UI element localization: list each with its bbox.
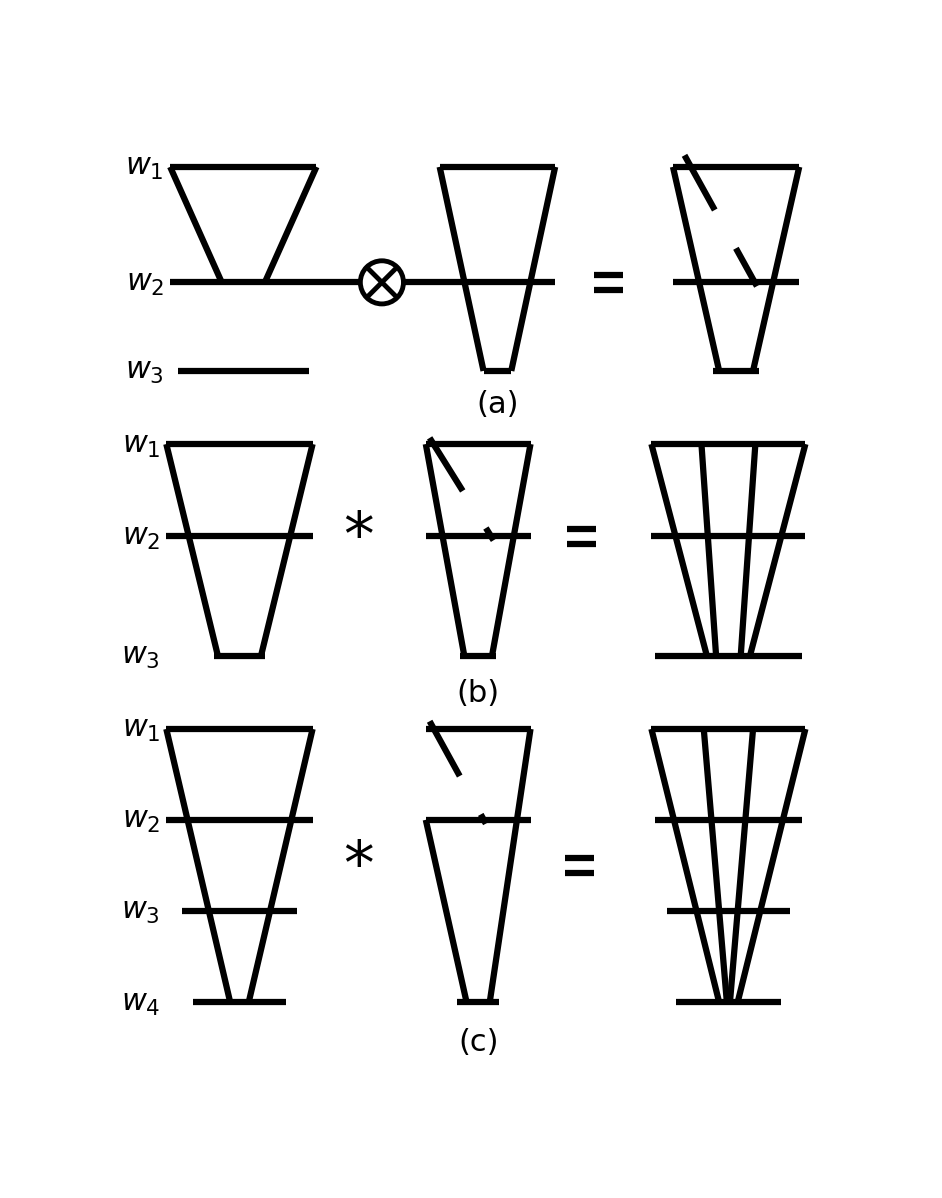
Text: $*$: $*$	[344, 507, 374, 565]
Text: $w_1$: $w_1$	[122, 714, 160, 744]
Text: $w_1$: $w_1$	[125, 151, 164, 182]
Text: (a): (a)	[476, 391, 519, 419]
Text: $w_2$: $w_2$	[122, 521, 160, 552]
Text: $w_3$: $w_3$	[122, 640, 160, 671]
Text: $w_4$: $w_4$	[121, 987, 160, 1018]
Text: (c): (c)	[458, 1028, 498, 1057]
Text: $w_2$: $w_2$	[125, 267, 164, 298]
Text: $w_3$: $w_3$	[125, 356, 164, 387]
Text: $*$: $*$	[344, 836, 374, 895]
Text: $w_3$: $w_3$	[122, 895, 160, 926]
Text: $w_1$: $w_1$	[122, 429, 160, 460]
Text: (b): (b)	[457, 679, 499, 708]
Text: $w_2$: $w_2$	[122, 804, 160, 835]
